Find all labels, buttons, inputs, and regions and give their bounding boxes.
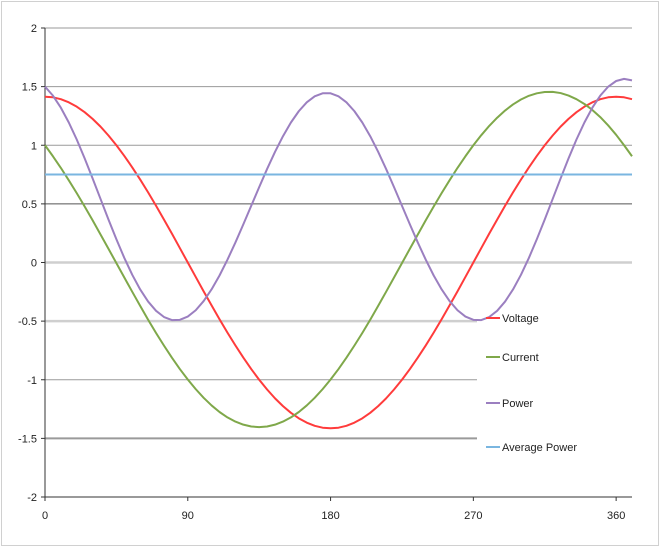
legend-label-voltage: Voltage bbox=[502, 313, 539, 325]
legend-label-power: Power bbox=[502, 398, 534, 410]
legend: Voltage Current Power Average Power bbox=[486, 313, 577, 454]
legend-label-average-power: Average Power bbox=[502, 442, 577, 454]
y-tick-label: -1.5 bbox=[18, 433, 37, 445]
x-tick-label: 270 bbox=[464, 510, 482, 522]
x-tick-label: 90 bbox=[182, 510, 194, 522]
y-tick-label: 1 bbox=[31, 140, 37, 152]
y-tick-label: 0 bbox=[31, 258, 37, 270]
series-line-voltage bbox=[44, 95, 633, 430]
y-tick-label: 0.5 bbox=[22, 199, 37, 211]
tick-labels: 2 1.5 1 0.5 0 -0.5 -1 -1.5 -2 0 90 180 270 360 bbox=[18, 23, 625, 522]
y-tick-label: -2 bbox=[27, 492, 37, 504]
x-tick-label: 360 bbox=[607, 510, 625, 522]
y-tick-label: 1.5 bbox=[22, 82, 37, 94]
series-line-current bbox=[44, 90, 633, 429]
gridlines bbox=[45, 27, 632, 440]
axes bbox=[41, 27, 632, 501]
legend-label-current: Current bbox=[502, 352, 539, 364]
series-line-power bbox=[44, 77, 633, 322]
x-tick-label: 0 bbox=[42, 510, 48, 522]
series-lines bbox=[44, 77, 633, 430]
y-tick-label: 2 bbox=[31, 23, 37, 35]
y-tick-label: -1 bbox=[27, 375, 37, 387]
x-tick-label: 180 bbox=[321, 510, 339, 522]
y-tick-label: -0.5 bbox=[18, 316, 37, 328]
